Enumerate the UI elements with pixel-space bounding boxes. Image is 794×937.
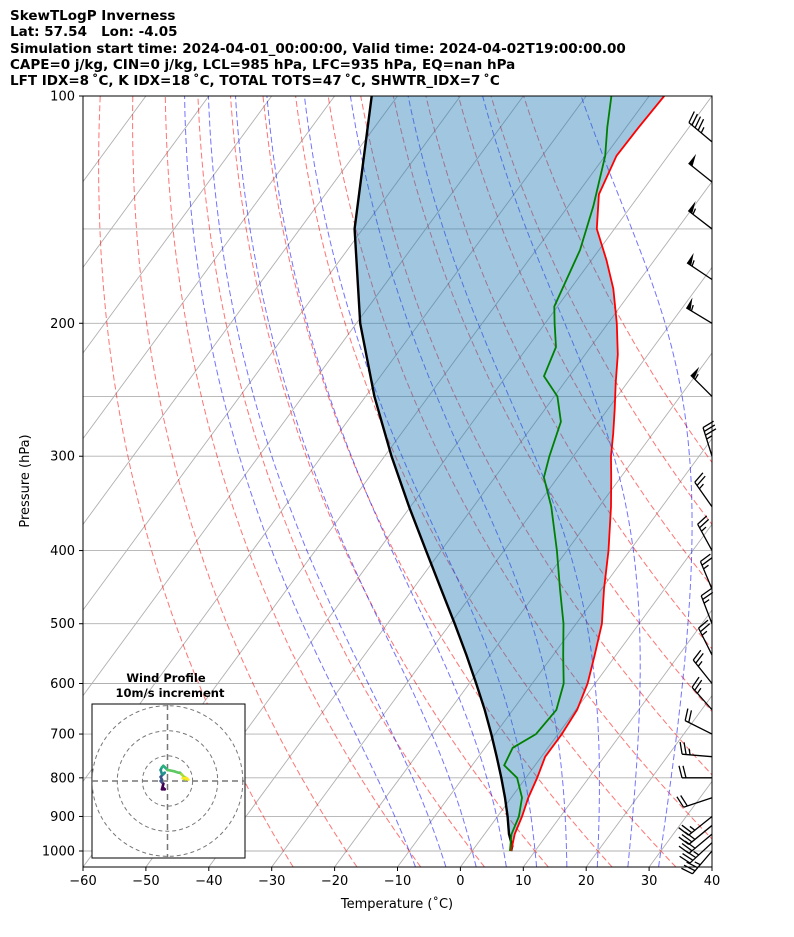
dry-adiabat: [392, 96, 712, 713]
wind-barbs: [676, 111, 717, 875]
x-tick-label: −40: [195, 874, 222, 889]
title-line-4: CAPE=0 j/kg, CIN=0 j/kg, LCL=985 hPa, LF…: [10, 56, 516, 73]
dry-adiabat: [262, 96, 613, 867]
dry-adiabat: [490, 96, 712, 526]
y-tick-label: 700: [50, 728, 75, 743]
wind-barb: [702, 420, 717, 457]
wind-barb: [687, 201, 713, 230]
wind-profile-inset: Wind Profile 10m/s increment: [91, 671, 246, 859]
moist-adiabat: [349, 96, 568, 867]
y-tick-label: 600: [50, 677, 75, 692]
x-axis-label: Temperature (˚C): [340, 896, 453, 912]
wind-barb: [694, 472, 713, 508]
x-tick-label: −30: [258, 874, 285, 889]
inset-title-line-1: Wind Profile: [126, 671, 206, 685]
wind-barb: [700, 588, 714, 624]
isotherm-line: [83, 96, 398, 526]
dry-adiabat: [327, 96, 712, 840]
wind-barb: [690, 366, 713, 397]
moist-adiabat: [207, 96, 447, 867]
dewpoint-line: [503, 96, 613, 852]
isotherm-line: [522, 609, 712, 867]
isotherm-line: [83, 96, 524, 697]
isotherm-line: [271, 266, 712, 867]
wind-barb: [681, 850, 713, 875]
wind-barb: [678, 815, 713, 836]
dry-adiabat: [197, 96, 485, 867]
wind-barb: [678, 765, 712, 779]
isotherm-line: [83, 96, 84, 97]
x-tick-label: −60: [69, 874, 96, 889]
wind-barb: [688, 153, 713, 183]
x-tick-label: −50: [132, 874, 159, 889]
isotherm-line: [711, 866, 712, 867]
dry-adiabat: [132, 96, 358, 867]
x-tick-label: 30: [641, 874, 658, 889]
axis-layer: −60 −50 −40 −30 −20 −10 0 10 20 30 40 100 200 300 400 5…: [42, 90, 720, 890]
moist-adiabat: [303, 96, 538, 867]
moist-adiabat: [580, 96, 693, 867]
data-layer: [353, 96, 665, 852]
isotherm-line: [334, 352, 712, 867]
wind-barb: [685, 297, 713, 324]
title-line-5: LFT IDX=8 ˚C, K IDX=18 ˚C, TOTAL TOTS=47…: [10, 73, 500, 90]
isotherm-line: [83, 96, 335, 440]
wind-barb: [679, 741, 713, 758]
moist-adiabat: [235, 96, 477, 867]
dry-adiabat: [295, 96, 677, 867]
wind-barb: [699, 553, 713, 590]
isotherm-line: [83, 96, 273, 354]
hodograph-segment: [184, 776, 190, 781]
inset-title-line-2: 10m/s increment: [116, 686, 225, 700]
dry-adiabat: [457, 96, 712, 588]
moist-adiabat: [184, 96, 416, 867]
title-line-3: Simulation start time: 2024-04-01_00:00:…: [10, 40, 626, 57]
wind-barb: [688, 111, 713, 143]
isotherm-line: [460, 523, 712, 867]
dry-adiabat: [425, 96, 712, 650]
chart-title: SkewTLogP Inverness Lat: 57.54 Lon: -4.0…: [10, 8, 626, 89]
y-tick-label: 800: [50, 771, 75, 786]
title-line-2: Lat: 57.54 Lon: -4.05: [10, 24, 178, 41]
wind-barb: [684, 708, 713, 735]
x-tick-label: 10: [515, 874, 532, 889]
wind-barb: [678, 824, 713, 845]
y-tick-label: 500: [50, 617, 75, 632]
x-tick-label: 40: [704, 874, 721, 889]
isotherm-line: [83, 96, 210, 269]
dry-adiabat: [360, 96, 712, 776]
wind-barb: [698, 619, 713, 656]
title-line-1: SkewTLogP Inverness: [10, 8, 176, 24]
wind-barb: [686, 252, 713, 281]
wind-barb: [697, 515, 713, 551]
parcel-profile-line: [353, 96, 514, 852]
dry-adiabat: [98, 96, 294, 867]
wind-barb: [678, 833, 713, 854]
wind-barb: [691, 676, 713, 711]
moist-adiabat: [407, 96, 600, 867]
dry-adiabat: [230, 96, 549, 867]
cin-shaded-area: [354, 96, 665, 851]
y-tick-label: 200: [50, 317, 75, 332]
y-tick-label: 900: [50, 810, 75, 825]
x-tick-label: 0: [456, 874, 464, 889]
y-tick-label: 1000: [42, 845, 75, 860]
wind-barb: [692, 649, 713, 684]
temperature-line: [510, 96, 665, 852]
y-tick-label: 300: [50, 450, 75, 465]
x-tick-label: −10: [384, 874, 411, 889]
isotherm-line: [585, 694, 712, 867]
moist-adiabat: [266, 96, 507, 867]
isotherm-line: [83, 96, 461, 611]
y-axis-label: Pressure (hPa): [18, 434, 33, 527]
y-tick-label: 100: [50, 90, 75, 105]
wind-barb: [676, 795, 713, 808]
x-tick-label: −20: [321, 874, 348, 889]
isotherm-line: [208, 180, 712, 867]
dry-adiabat: [164, 96, 422, 867]
x-tick-label: 20: [578, 874, 595, 889]
y-tick-label: 400: [50, 544, 75, 559]
grid-layer: [83, 96, 712, 867]
